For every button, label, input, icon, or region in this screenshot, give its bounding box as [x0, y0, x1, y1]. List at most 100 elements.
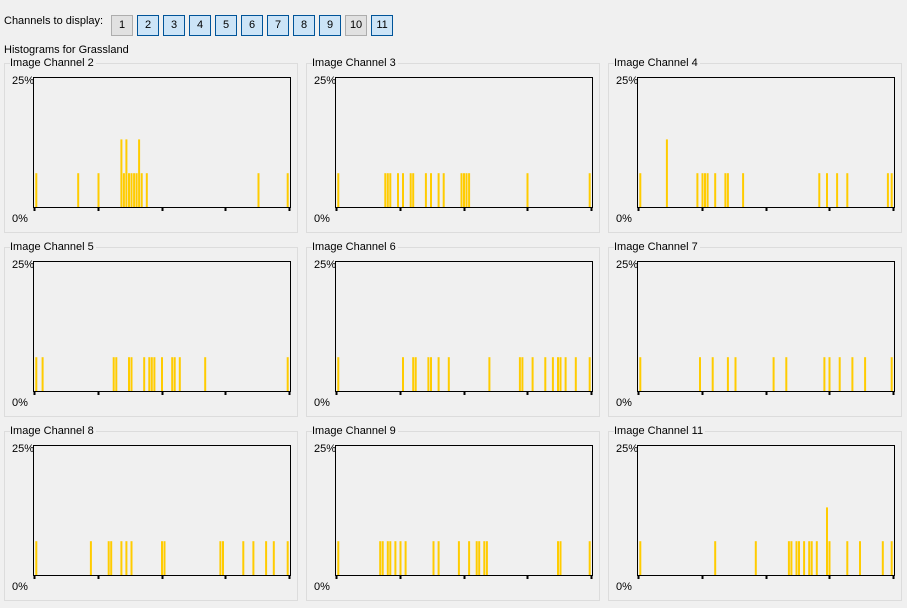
histogram-bar	[430, 173, 432, 207]
histogram-bar	[531, 357, 534, 391]
histogram-bar	[397, 173, 399, 207]
histogram-bar	[252, 541, 255, 575]
histogram-bar	[128, 357, 130, 391]
histogram-bar	[772, 357, 775, 391]
channel-button-8[interactable]: 8	[293, 14, 316, 36]
y-axis-min-label: 0%	[12, 397, 28, 409]
histogram-title: Image Channel 11	[614, 425, 706, 437]
histogram-bar	[135, 173, 138, 207]
histogram-bar	[35, 541, 38, 575]
histogram-bar	[286, 541, 289, 575]
histogram-bar	[222, 541, 224, 575]
histogram-bar	[886, 173, 889, 207]
histogram-bar	[163, 541, 166, 575]
histogram-plot-area	[335, 445, 593, 579]
histogram-bar	[148, 357, 151, 391]
histogram-bar	[286, 357, 289, 391]
y-axis-max-label: 25%	[314, 259, 337, 271]
histogram-title: Image Channel 8	[10, 425, 96, 437]
histogram-bar	[128, 173, 130, 207]
plot-frame	[335, 445, 593, 576]
channel-button-11[interactable]: 11	[371, 14, 394, 36]
histogram-title: Image Channel 6	[312, 241, 398, 253]
histogram-bar	[272, 541, 275, 575]
histogram-bar	[120, 139, 123, 207]
histogram-bar	[557, 541, 559, 575]
histogram-bar	[559, 541, 562, 575]
histogram-bar	[110, 541, 113, 575]
histogram-bar	[475, 541, 478, 575]
y-axis-min-label: 0%	[616, 581, 632, 593]
histogram-bar	[35, 357, 38, 391]
histogram-bar	[846, 541, 849, 575]
channels-label: Channels to display:	[4, 15, 104, 27]
histogram-bar	[381, 541, 384, 575]
y-axis-max-label: 25%	[616, 259, 639, 271]
histogram-bar	[107, 541, 110, 575]
histogram-bar	[219, 541, 222, 575]
histogram-bar	[386, 541, 389, 575]
histogram-bar	[890, 173, 893, 207]
channel-button-1[interactable]: 1	[111, 14, 134, 36]
histogram-bar	[145, 173, 148, 207]
channel-button-3[interactable]: 3	[163, 14, 186, 36]
histogram-bar	[412, 173, 415, 207]
histogram-bar	[478, 541, 481, 575]
channel-button-4[interactable]: 4	[189, 14, 212, 36]
histogram-bar	[701, 173, 704, 207]
histogram-title: Image Channel 3	[312, 57, 398, 69]
channel-button-2[interactable]: 2	[137, 14, 160, 36]
histogram-bar	[77, 173, 80, 207]
histogram-bar	[399, 541, 402, 575]
histogram-plot-area	[637, 77, 895, 211]
histogram-bar	[150, 357, 153, 391]
channel-button-7[interactable]: 7	[267, 14, 290, 36]
histogram-bar	[404, 541, 407, 575]
histogram-bar	[714, 173, 717, 207]
histogram-chart	[33, 77, 291, 211]
histogram-chart	[335, 77, 593, 211]
histogram-panel: Image Channel 11 25% 0%	[608, 425, 902, 601]
histogram-bar	[823, 357, 826, 391]
histogram-bar	[35, 173, 38, 207]
y-axis-min-label: 0%	[616, 397, 632, 409]
histogram-bar	[851, 357, 854, 391]
channel-button-9[interactable]: 9	[319, 14, 342, 36]
channel-button-5[interactable]: 5	[215, 14, 238, 36]
histogram-bar	[468, 173, 471, 207]
histogram-panel: Image Channel 8 25% 0%	[4, 425, 298, 601]
histogram-panel: Image Channel 9 25% 0%	[306, 425, 600, 601]
histogram-bar	[437, 541, 440, 575]
channel-button-6[interactable]: 6	[241, 14, 264, 36]
histogram-bar	[161, 541, 163, 575]
y-axis-min-label: 0%	[616, 213, 632, 225]
histogram-plot-area	[637, 261, 895, 395]
histogram-chart	[335, 445, 593, 579]
histogram-bar	[828, 541, 831, 575]
histogram-bar	[153, 357, 156, 391]
histogram-bar	[115, 357, 118, 391]
histogram-bar	[846, 173, 849, 207]
histogram-title: Image Channel 4	[614, 57, 700, 69]
y-axis-max-label: 25%	[616, 443, 639, 455]
histogram-bar	[412, 357, 415, 391]
y-axis-max-label: 25%	[12, 75, 35, 87]
histograms-heading: Histograms for Grassland	[4, 44, 129, 56]
channel-toolbar: Channels to display: 1 2 3 4 5 6 7 8 9 10 11	[4, 14, 397, 36]
histogram-bar	[588, 541, 591, 575]
histogram-bar	[818, 173, 821, 207]
histogram-bar	[427, 357, 430, 391]
histogram-bar	[133, 173, 136, 207]
histogram-bar	[242, 541, 245, 575]
histogram-bar	[564, 357, 567, 391]
histogram-bar	[742, 173, 745, 207]
histogram-bar	[559, 357, 562, 391]
histogram-bar	[143, 357, 146, 391]
histogram-bar	[787, 541, 790, 575]
histogram-bar	[488, 357, 491, 391]
histogram-bar	[89, 541, 92, 575]
channel-button-10[interactable]: 10	[345, 14, 368, 36]
histogram-bar	[557, 357, 559, 391]
histogram-plot-area	[335, 261, 593, 395]
histogram-bar	[828, 357, 831, 391]
